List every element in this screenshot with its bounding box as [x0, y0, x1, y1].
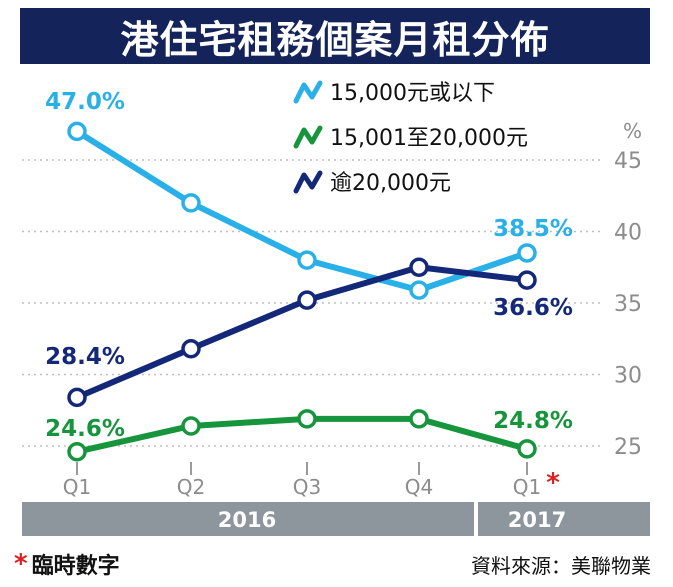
y-tick-label: 30 [614, 364, 642, 389]
series-line-3 [74, 264, 530, 401]
x-tick-label: Q4 [405, 475, 433, 499]
y-tick-label: 45 [614, 149, 642, 174]
data-point [297, 250, 317, 270]
y-tick-label: 25 [614, 435, 642, 460]
provisional-note: * 臨時數字 [14, 548, 120, 580]
data-label: 38.5% [493, 216, 573, 242]
data-point [67, 441, 87, 462]
source-label: 資料來源：美聯物業 [471, 554, 651, 578]
data-point [67, 121, 87, 142]
year-label-2016: 2016 [218, 508, 276, 532]
legend-label: 15,001至20,000元 [330, 126, 528, 151]
year-label-2017: 2017 [508, 508, 566, 532]
data-point [67, 387, 87, 408]
legend-icon [293, 125, 323, 149]
data-point [517, 270, 537, 290]
provisional-star: * [14, 549, 28, 579]
data-point [181, 339, 201, 359]
y-tick-label: 35 [614, 292, 642, 317]
data-point [181, 416, 201, 436]
x-tick-label: Q2 [177, 475, 205, 499]
data-point [297, 290, 317, 310]
x-tick-label: Q3 [293, 475, 321, 499]
year-divider [474, 502, 478, 536]
provisional-mark: * [546, 468, 560, 498]
data-label: 24.8% [493, 408, 573, 434]
data-label: 24.6% [45, 416, 125, 442]
data-point [517, 243, 537, 263]
data-point [409, 280, 429, 300]
data-point [409, 409, 429, 429]
legend-icon [293, 80, 323, 104]
year-bar [22, 502, 650, 536]
data-point [517, 439, 537, 459]
chart-title: 港住宅租務個案月租分佈 [20, 8, 650, 64]
legend-icon [293, 170, 323, 194]
data-point [181, 193, 201, 213]
x-tick-label: Q1 [513, 475, 541, 499]
legend-label: 15,000元或以下 [330, 81, 495, 106]
x-tick-label: Q1 [63, 475, 91, 499]
data-label: 47.0% [45, 89, 125, 115]
data-label: 36.6% [493, 295, 573, 321]
provisional-label: 臨時數字 [31, 554, 120, 579]
y-tick-label: 40 [614, 221, 642, 246]
data-point [297, 409, 317, 429]
data-point [409, 257, 429, 277]
legend-label: 逾20,000元 [330, 171, 451, 196]
data-label: 28.4% [45, 344, 125, 370]
y-unit-label: % [623, 119, 642, 143]
